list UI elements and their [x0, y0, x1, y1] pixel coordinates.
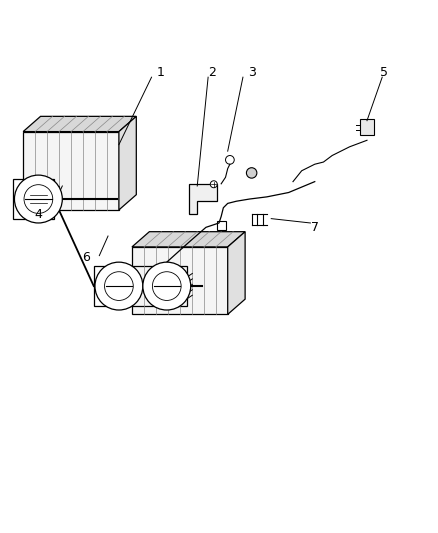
Text: 4: 4: [35, 208, 42, 221]
Circle shape: [226, 156, 234, 164]
Circle shape: [95, 262, 143, 310]
Polygon shape: [132, 247, 228, 314]
Text: 7: 7: [311, 221, 319, 234]
Polygon shape: [119, 116, 136, 210]
Circle shape: [210, 181, 217, 188]
Polygon shape: [228, 232, 245, 314]
Text: 3: 3: [248, 66, 256, 79]
Polygon shape: [188, 184, 217, 214]
Polygon shape: [23, 132, 119, 210]
Circle shape: [143, 262, 191, 310]
Text: 5: 5: [380, 66, 389, 79]
Circle shape: [14, 175, 62, 223]
Polygon shape: [360, 119, 374, 135]
Polygon shape: [132, 232, 245, 247]
Circle shape: [247, 168, 257, 178]
Text: 1: 1: [156, 66, 164, 79]
Text: 2: 2: [208, 66, 216, 79]
Text: 6: 6: [82, 251, 90, 264]
Polygon shape: [23, 116, 136, 132]
